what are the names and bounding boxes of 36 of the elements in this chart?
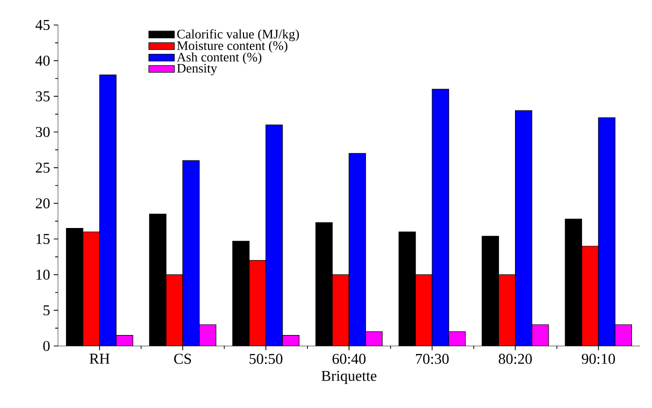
bar [266,124,282,346]
x-tick-label: 90:10 [582,354,615,364]
bar [249,260,266,346]
bar [582,246,599,346]
bar [432,89,449,346]
x-tick-label: 70:30 [416,354,449,364]
x-tick-label: 80:20 [498,354,532,364]
y-tick-label: 0 [43,340,50,352]
bar [416,274,432,346]
x-tick-label: CS [174,354,191,364]
x-axis-title: Briquette [322,370,376,384]
y-tick-label: 40 [36,56,50,66]
y-tick-label: 10 [36,270,50,280]
bar [182,160,200,346]
y-tick-label: 20 [36,198,50,208]
legend-label: Calorific value (MJ/kg) [177,29,299,42]
bar [100,74,116,346]
x-tick-label: 60:40 [332,354,366,364]
x-tick-label: RH [90,354,110,364]
bar [332,274,350,346]
bar [82,232,100,346]
y-tick-label: 30 [36,126,50,138]
y-tick-label: 5 [44,305,50,316]
bar [598,117,616,346]
legend-label: Ash content (%) [176,52,262,64]
bar [166,274,183,346]
bar [498,274,516,346]
legend-label: Moisture content (%) [177,40,288,53]
x-tick-label: 50:50 [250,354,282,364]
y-tick-label: 15 [36,234,50,244]
y-tick-label: 45 [36,20,50,30]
legend-label: Density [177,64,218,76]
y-tick-label: 35 [36,91,50,102]
bar [349,153,366,346]
bar [515,110,532,346]
y-tick-label: 25 [36,162,50,173]
